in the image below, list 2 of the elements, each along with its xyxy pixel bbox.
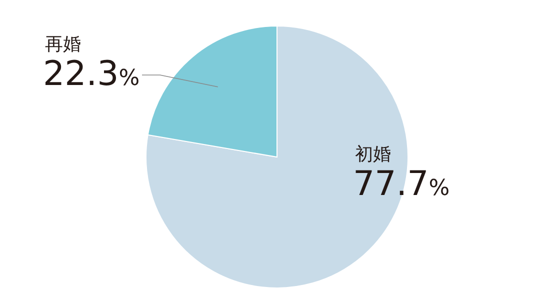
data-label: 22.3% (43, 54, 140, 94)
slice-label: 再婚 (45, 34, 81, 55)
